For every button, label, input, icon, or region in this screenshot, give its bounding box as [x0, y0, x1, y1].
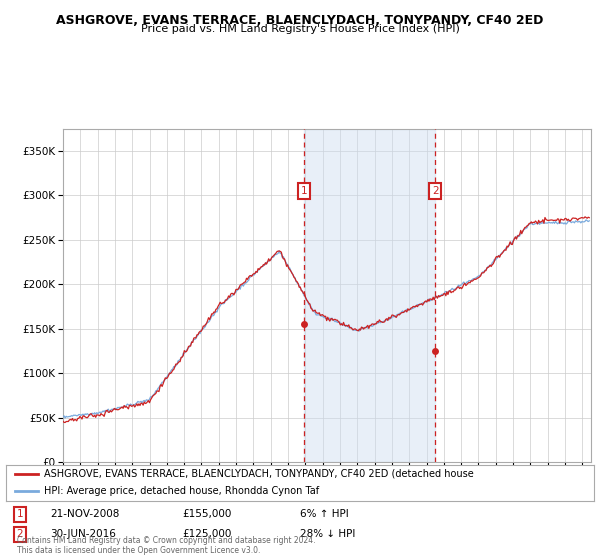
Bar — [304, 129, 435, 462]
Text: 2: 2 — [17, 529, 23, 539]
Text: 28% ↓ HPI: 28% ↓ HPI — [300, 529, 355, 539]
Text: 30-JUN-2016: 30-JUN-2016 — [50, 529, 116, 539]
Text: Contains HM Land Registry data © Crown copyright and database right 2024.
This d: Contains HM Land Registry data © Crown c… — [17, 535, 315, 555]
Text: 1: 1 — [17, 510, 23, 519]
Text: 21-NOV-2008: 21-NOV-2008 — [50, 510, 119, 519]
Text: 1: 1 — [301, 186, 307, 196]
Text: £155,000: £155,000 — [182, 510, 232, 519]
Text: HPI: Average price, detached house, Rhondda Cynon Taf: HPI: Average price, detached house, Rhon… — [44, 486, 319, 496]
Text: Price paid vs. HM Land Registry's House Price Index (HPI): Price paid vs. HM Land Registry's House … — [140, 24, 460, 34]
Text: 6% ↑ HPI: 6% ↑ HPI — [300, 510, 349, 519]
Text: ASHGROVE, EVANS TERRACE, BLAENCLYDACH, TONYPANDY, CF40 2ED: ASHGROVE, EVANS TERRACE, BLAENCLYDACH, T… — [56, 14, 544, 27]
Text: £125,000: £125,000 — [182, 529, 232, 539]
Text: ASHGROVE, EVANS TERRACE, BLAENCLYDACH, TONYPANDY, CF40 2ED (detached house: ASHGROVE, EVANS TERRACE, BLAENCLYDACH, T… — [44, 469, 474, 479]
Text: 2: 2 — [432, 186, 439, 196]
